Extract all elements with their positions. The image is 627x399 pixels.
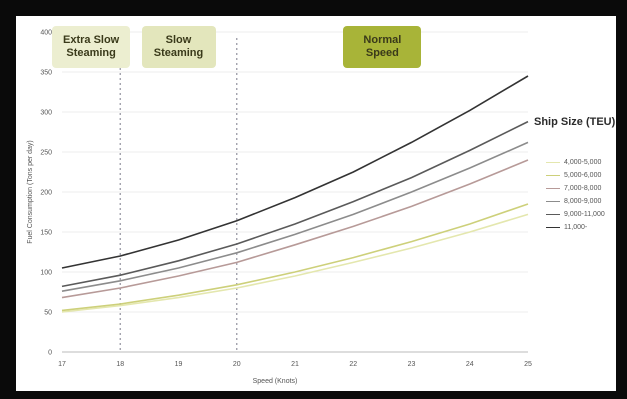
zone-label: Slow Steaming [141,26,216,68]
x-tick-label: 24 [466,361,474,368]
legend-swatch [546,174,560,176]
legend-label: 9,000-11,000 [564,210,605,218]
y-tick-label: 250 [40,150,52,157]
zone-label: Extra Slow Steaming [52,26,131,68]
legend-label: 5,000-6,000 [564,171,602,179]
legend-item: 4,000-5,000 [546,156,605,168]
y-tick-label: 150 [40,230,52,237]
legend-label: 7,000-8,000 [564,184,602,192]
legend-label: 11,000- [564,223,588,231]
legend-label: 4,000-5,000 [564,158,602,166]
y-tick-label: 300 [40,110,52,117]
x-tick-label: 18 [116,361,124,368]
legend-label: 8,000-9,000 [564,197,602,205]
x-tick-label: 21 [291,361,299,368]
y-tick-label: 400 [40,30,52,37]
x-tick-label: 17 [58,361,66,368]
y-tick-label: 0 [48,350,52,357]
series-line [61,75,529,269]
series-line [61,159,529,299]
legend-swatch [546,161,560,163]
legend-item: 8,000-9,000 [546,195,605,207]
legend-item: 11,000- [546,221,605,233]
legend-swatch [546,213,560,215]
y-tick-label: 100 [40,270,52,277]
series-line [61,141,529,292]
legend-item: 5,000-6,000 [546,169,605,181]
legend-item: 9,000-11,000 [546,208,605,220]
series-line [61,203,529,312]
y-tick-label: 350 [40,70,52,77]
series-line [61,213,529,313]
y-axis-title: Fuel Consumption (Tons per day) [27,140,34,244]
series-line [61,120,529,288]
legend-title: Ship Size (TEU) [534,116,616,128]
legend-swatch [546,200,560,202]
x-tick-label: 20 [233,361,241,368]
legend-item: 7,000-8,000 [546,182,605,194]
x-tick-label: 22 [349,361,357,368]
fuel-consumption-chart: 0 50 100 150 200 250 300 350 400 17 18 19 20 21 22 23 24… [27,30,532,386]
legend: 4,000-5,000 5,000-6,000 7,000-8,000 8,000-9… [546,156,605,234]
x-tick-label: 25 [524,361,532,368]
y-tick-label: 50 [44,310,52,317]
zone-label: Normal Speed [343,26,422,68]
x-tick-label: 23 [408,361,416,368]
legend-swatch [546,226,560,228]
legend-swatch [546,187,560,189]
chart-frame: 0 50 100 150 200 250 300 350 400 17 18 19 20 21 22 23 24… [16,16,616,391]
x-axis-title: Speed (Knots) [253,378,298,385]
y-tick-label: 200 [40,190,52,197]
x-tick-label: 19 [175,361,183,368]
